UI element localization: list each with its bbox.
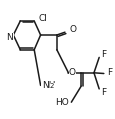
Text: 2: 2 xyxy=(49,83,54,89)
Text: NH: NH xyxy=(41,81,55,90)
Text: O: O xyxy=(68,68,75,77)
Text: Cl: Cl xyxy=(39,14,47,23)
Text: F: F xyxy=(100,50,105,59)
Text: F: F xyxy=(100,88,105,97)
Text: N: N xyxy=(6,33,13,42)
Text: HO: HO xyxy=(54,98,68,107)
Text: F: F xyxy=(106,68,111,77)
Text: O: O xyxy=(68,25,75,34)
